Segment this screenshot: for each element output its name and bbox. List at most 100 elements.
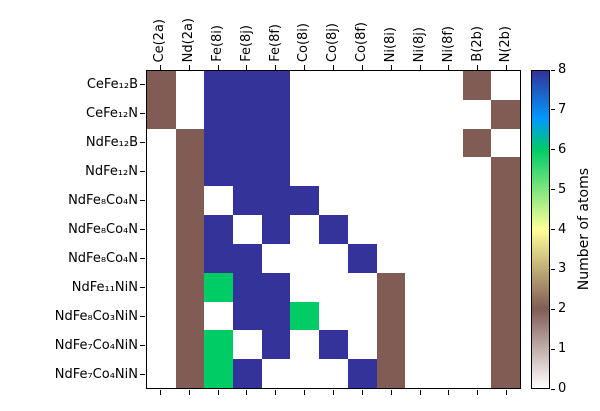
heatmap-cell <box>261 243 291 273</box>
heatmap-cell <box>204 99 234 129</box>
heatmap-cell <box>233 301 262 331</box>
heatmap-cell <box>376 243 406 273</box>
heatmap-cell <box>261 359 291 388</box>
x-tick-label-text: Fe(8j) <box>238 25 254 62</box>
heatmap-cell <box>261 71 291 100</box>
heatmap-cell <box>290 99 320 129</box>
x-tick-label-text: Co(8f) <box>354 21 370 62</box>
heatmap-cell <box>290 272 320 302</box>
heatmap-cell <box>233 186 262 216</box>
heatmap-cell <box>233 272 262 302</box>
tick-mark <box>140 287 145 288</box>
colorbar-tick-label: 5 <box>558 181 567 197</box>
heatmap-cell <box>261 301 291 331</box>
heatmap-cell <box>462 243 492 273</box>
tick-mark <box>217 65 219 70</box>
heatmap-cell <box>405 243 434 273</box>
heatmap-cell <box>261 272 291 302</box>
heatmap-cell <box>147 272 176 302</box>
tick-mark <box>448 390 450 395</box>
x-tick-label: Ni(8f) <box>434 2 463 62</box>
tick-mark <box>419 390 421 395</box>
tick-mark <box>551 308 555 310</box>
tick-mark <box>333 65 334 70</box>
heatmap-cell <box>376 157 406 187</box>
x-tick-label: Ni(8j) <box>406 2 435 62</box>
tick-mark <box>506 65 508 70</box>
heatmap-cell <box>491 243 520 273</box>
heatmap-cell <box>433 71 463 100</box>
heatmap-cell <box>175 243 205 273</box>
heatmap-cell <box>376 186 406 216</box>
heatmap-cell <box>405 272 434 302</box>
heatmap-cell <box>147 157 176 187</box>
x-tick-label: Ce(2a) <box>146 2 175 62</box>
x-tick-label: Fe(8f) <box>261 2 290 62</box>
y-tick-label: NdFe₈Co₃NiN <box>54 309 138 324</box>
heatmap-cell <box>433 359 463 388</box>
heatmap-cell <box>175 272 205 302</box>
y-tick-label: CeFe₁₂N <box>86 106 138 121</box>
colorbar-label-text: Number of atoms <box>576 168 592 291</box>
heatmap-cell <box>491 128 520 158</box>
tick-mark <box>551 69 555 71</box>
tick-mark <box>246 65 248 70</box>
tick-mark <box>140 171 145 172</box>
heatmap-cell <box>204 301 234 331</box>
heatmap-cell <box>319 301 348 331</box>
x-tick-label-text: Fe(8f) <box>267 24 283 62</box>
colorbar-label: Number of atoms <box>572 70 596 389</box>
heatmap-cell <box>233 359 262 388</box>
heatmap-cell <box>175 330 205 360</box>
heatmap-cell <box>405 157 434 187</box>
heatmap-cell <box>405 99 434 129</box>
tick-mark <box>140 113 145 114</box>
tick-mark <box>361 65 363 70</box>
heatmap-cell <box>433 215 463 244</box>
heatmap-cell <box>175 157 205 187</box>
heatmap-cell <box>491 157 520 187</box>
colorbar-tick-label: 7 <box>558 101 567 117</box>
colorbar-tick-label: 3 <box>558 261 567 277</box>
heatmap-cell <box>319 71 348 100</box>
heatmap-cell <box>405 128 434 158</box>
tick-mark <box>140 200 145 201</box>
heatmap-cell <box>319 359 348 388</box>
tick-mark <box>246 390 248 395</box>
heatmap-cell <box>405 186 434 216</box>
heatmap-cell <box>147 186 176 216</box>
y-tick-label: NdFe₁₂N <box>85 164 138 179</box>
x-tick-label-text: Ni(8f) <box>440 25 456 62</box>
heatmap-cell <box>147 215 176 244</box>
tick-mark <box>217 390 219 395</box>
tick-mark <box>140 316 145 317</box>
heatmap-cell <box>347 157 377 187</box>
colorbar-tick-label: 0 <box>558 381 567 396</box>
tick-mark <box>188 65 190 70</box>
y-tick-label: NdFe₇Co₄NiN <box>54 367 138 382</box>
heatmap-cell <box>319 128 348 158</box>
heatmap-cell <box>491 71 520 100</box>
heatmap-cell <box>347 215 377 244</box>
colorbar-tick-label: 4 <box>558 221 567 237</box>
heatmap-cell <box>147 71 176 100</box>
heatmap-cell <box>462 128 492 158</box>
colorbar-tick-label: 8 <box>558 62 567 77</box>
heatmap-cell <box>433 99 463 129</box>
heatmap-cell <box>347 99 377 129</box>
heatmap-cell <box>433 157 463 187</box>
heatmap-cell <box>175 215 205 244</box>
tick-mark <box>551 229 555 230</box>
colorbar-tick-label: 6 <box>558 141 567 157</box>
tick-mark <box>140 345 145 346</box>
x-tick-label: Co(8i) <box>290 2 319 62</box>
heatmap-cell <box>347 301 377 331</box>
x-tick-label: B(2b) <box>463 2 492 62</box>
heatmap-cell <box>347 359 377 388</box>
heatmap-cell <box>462 71 492 100</box>
tick-mark <box>506 390 508 395</box>
heatmap-cell <box>261 186 291 216</box>
heatmap-cell <box>147 243 176 273</box>
heatmap-cell <box>491 215 520 244</box>
heatmap-cell <box>290 71 320 100</box>
